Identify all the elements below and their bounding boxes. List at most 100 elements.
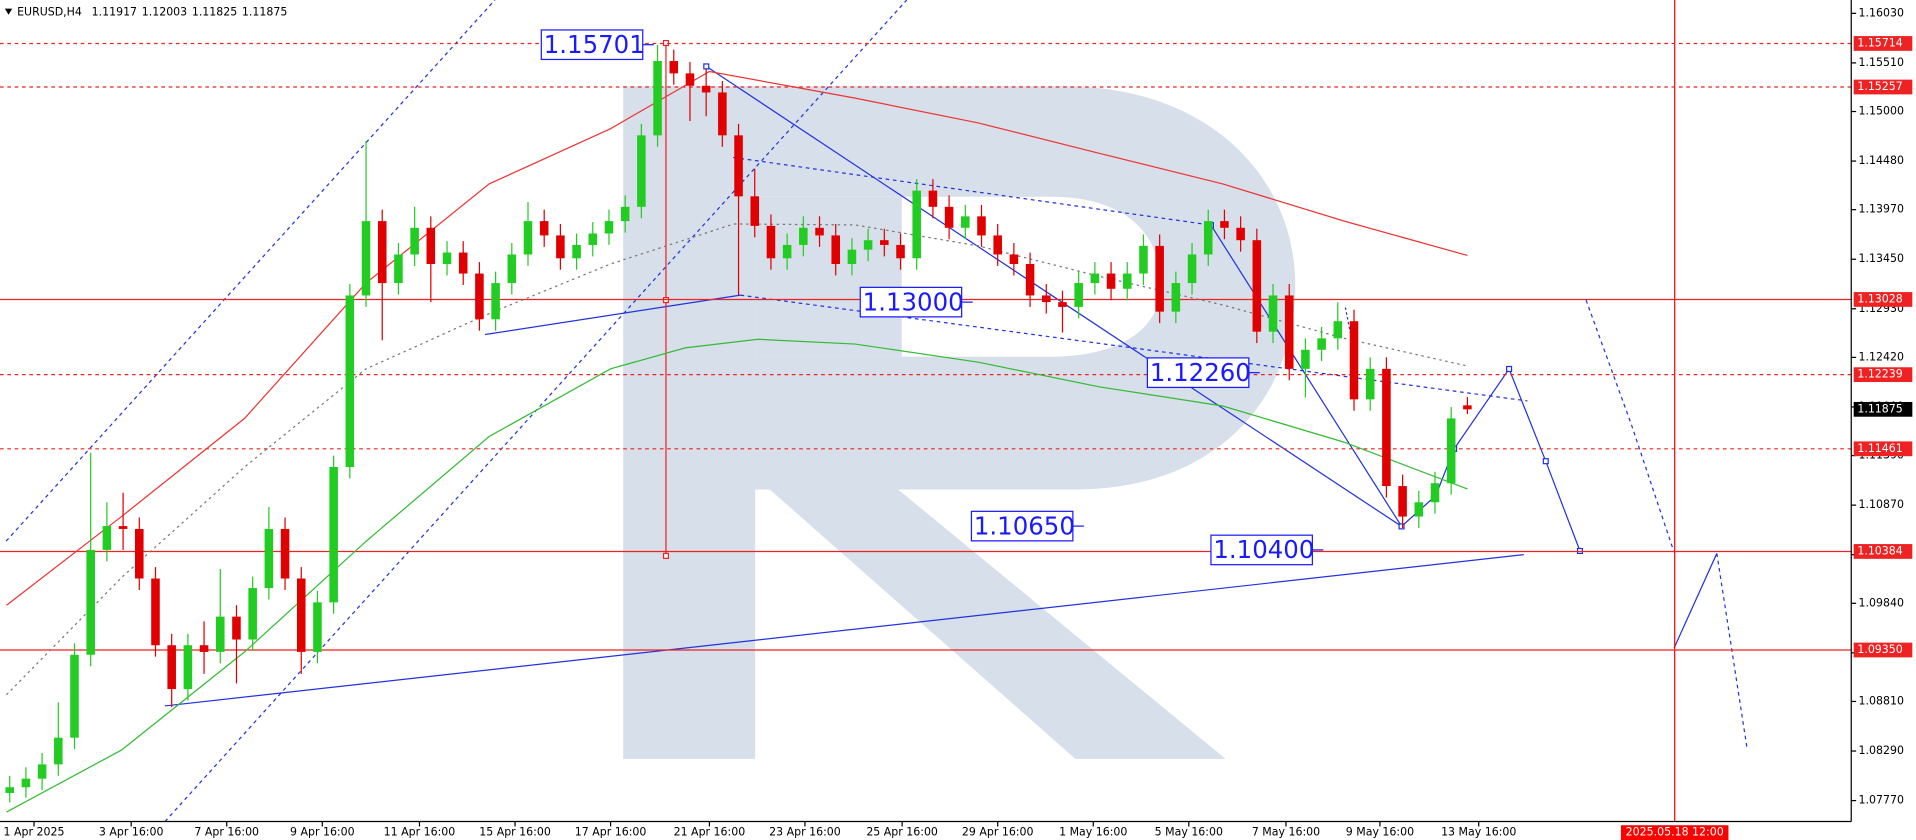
price-annotation-box xyxy=(540,29,644,61)
candle-body xyxy=(1122,273,1132,289)
anchor xyxy=(1542,458,1549,465)
x-tick-label: 1 May 16:00 xyxy=(1059,826,1127,839)
candle-body xyxy=(1430,483,1440,503)
price-annotation-label: 1.12260 xyxy=(1150,358,1251,387)
forecast-path xyxy=(1401,367,1581,552)
x-tick-label: 15 Apr 16:00 xyxy=(479,826,551,839)
forecast-path xyxy=(1716,553,1748,751)
x-tick-label: 3 Apr 16:00 xyxy=(99,826,164,839)
price-level-label: 1.11461 xyxy=(1857,442,1902,455)
candle-body xyxy=(1090,273,1100,284)
anchor xyxy=(662,552,670,559)
moving-average xyxy=(6,338,1468,813)
anchor xyxy=(703,63,710,70)
price-level-label-bg xyxy=(1853,367,1913,383)
time-cursor-label: 2025.05.18 12:00 xyxy=(1626,826,1724,839)
candle-body xyxy=(1009,254,1019,265)
candle-body xyxy=(1058,302,1067,307)
y-tick-label: 1.13970 xyxy=(1859,203,1904,216)
candle-body xyxy=(556,235,565,259)
price-level-label-bg xyxy=(1853,441,1913,457)
x-tick-label: 17 Apr 16:00 xyxy=(575,826,647,839)
x-tick-label: 29 Apr 16:00 xyxy=(962,826,1034,839)
candle-body xyxy=(1203,221,1213,255)
candle-body xyxy=(653,60,662,136)
candle-body xyxy=(604,221,614,234)
x-tick-label: 9 May 16:00 xyxy=(1346,826,1414,839)
candle-body xyxy=(21,778,31,788)
symbol-title: EURUSD,H4 xyxy=(17,5,82,18)
candle-body xyxy=(1317,338,1326,350)
anchor xyxy=(662,297,670,304)
price-annotation-label: 1.13000 xyxy=(863,287,964,316)
price-annotation: 1.15701 xyxy=(540,29,654,61)
candle-body xyxy=(928,190,938,207)
candle-body xyxy=(377,221,387,284)
candle-body xyxy=(1252,240,1262,332)
price-annotation-label: 1.10400 xyxy=(1213,535,1314,564)
price-level-label: 1.10384 xyxy=(1857,544,1902,557)
x-tick-label: 9 Apr 16:00 xyxy=(290,826,355,839)
x-tick-label: 5 May 16:00 xyxy=(1155,826,1223,839)
y-tick-label: 1.13450 xyxy=(1859,252,1904,265)
ohlc-low: 1.11825 xyxy=(192,5,237,18)
candle-body xyxy=(572,244,581,259)
candle-body xyxy=(102,526,112,550)
current-price-label: 1.11875 xyxy=(1857,402,1902,415)
candle-body xyxy=(815,227,824,236)
candle-body xyxy=(475,273,484,320)
watermark xyxy=(623,86,1296,759)
candle-body xyxy=(1236,227,1245,241)
candle-body xyxy=(1139,245,1148,274)
candle-body xyxy=(361,221,371,296)
x-tick-label: 21 Apr 16:00 xyxy=(674,826,746,839)
candle-body xyxy=(782,244,792,259)
candle-body xyxy=(1446,418,1456,484)
candle-body xyxy=(313,602,322,652)
price-annotation: 1.13000 xyxy=(859,286,973,318)
current-price-bg xyxy=(1853,401,1913,417)
candle-body xyxy=(491,283,500,320)
candle-body xyxy=(1349,321,1359,400)
candle-body xyxy=(685,73,695,86)
candle-body xyxy=(215,616,225,652)
candle-body xyxy=(734,135,743,197)
candle-body xyxy=(1284,295,1294,369)
y-tick-label: 1.09840 xyxy=(1859,596,1904,609)
candle-body xyxy=(296,578,306,652)
candle-body xyxy=(977,216,986,236)
price-annotation-box xyxy=(970,510,1074,542)
ohlc-open: 1.11917 xyxy=(92,5,137,18)
price-annotation-box xyxy=(859,286,963,318)
price-level-label: 1.13028 xyxy=(1857,292,1902,305)
candle-body xyxy=(1463,405,1472,410)
candle-body xyxy=(54,737,63,765)
candle-body xyxy=(944,206,954,228)
candle-body xyxy=(183,645,193,690)
candle-body xyxy=(410,227,419,255)
price-level-label-bg xyxy=(1853,79,1913,95)
candle-body xyxy=(880,240,889,245)
price-level-label-bg xyxy=(1853,292,1913,307)
candle-body xyxy=(1333,321,1343,339)
candle-body xyxy=(718,92,727,136)
y-tick-label: 1.14480 xyxy=(1859,154,1904,167)
candle-body xyxy=(167,645,176,690)
trend-line xyxy=(1060,300,1402,527)
candle-body xyxy=(394,254,403,284)
anchor xyxy=(1398,523,1405,530)
candle-body xyxy=(1220,221,1229,228)
candle-body xyxy=(118,526,128,529)
x-tick-label: 13 May 16:00 xyxy=(1441,826,1516,839)
candle-body xyxy=(863,240,873,250)
y-tick-label: 1.07770 xyxy=(1859,794,1904,807)
symbol-menu-icon[interactable] xyxy=(4,8,13,15)
candle-body xyxy=(1106,273,1116,289)
candle-body xyxy=(1268,295,1278,332)
price-level-label: 1.09350 xyxy=(1857,643,1902,656)
y-tick-label: 1.15000 xyxy=(1859,104,1904,117)
candle-body xyxy=(1074,283,1083,307)
candle-body xyxy=(1187,254,1197,284)
candle-body xyxy=(1171,283,1181,312)
x-tick-label: 25 Apr 16:00 xyxy=(866,826,938,839)
